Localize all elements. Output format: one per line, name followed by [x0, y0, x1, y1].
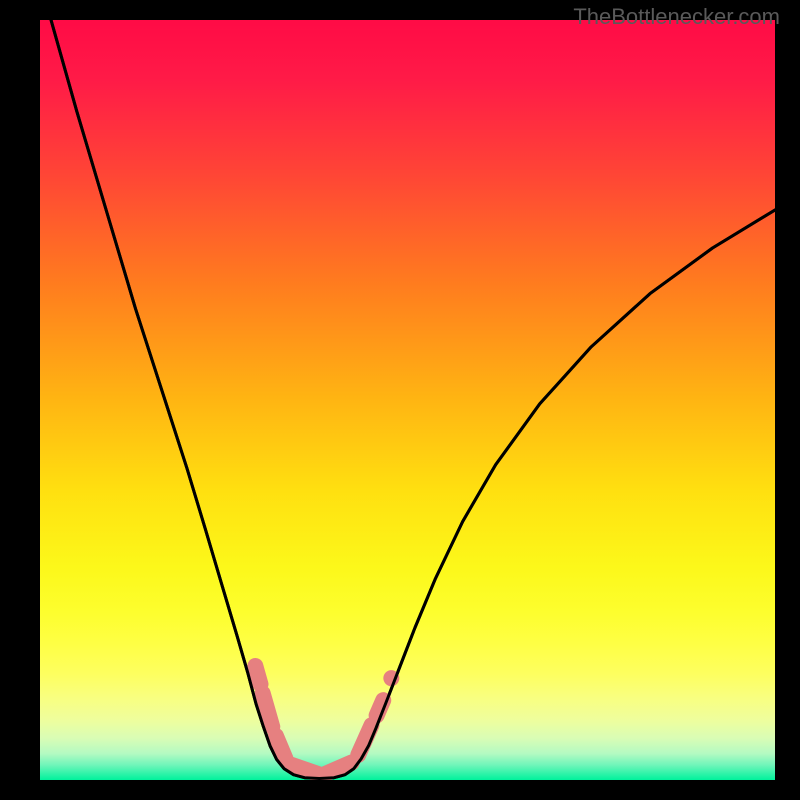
- highlight-segment: [255, 666, 260, 684]
- watermark: TheBottlenecker.com: [573, 4, 780, 30]
- bottleneck-curve: [51, 20, 775, 778]
- highlight-segment: [276, 736, 286, 759]
- curves-layer: [40, 20, 775, 780]
- bottleneck-curve-overlay: [51, 20, 775, 778]
- highlight-segment: [291, 765, 317, 774]
- highlight-segment: [263, 693, 273, 726]
- plot-area: [40, 20, 775, 780]
- chart-container: TheBottlenecker.com: [0, 0, 800, 800]
